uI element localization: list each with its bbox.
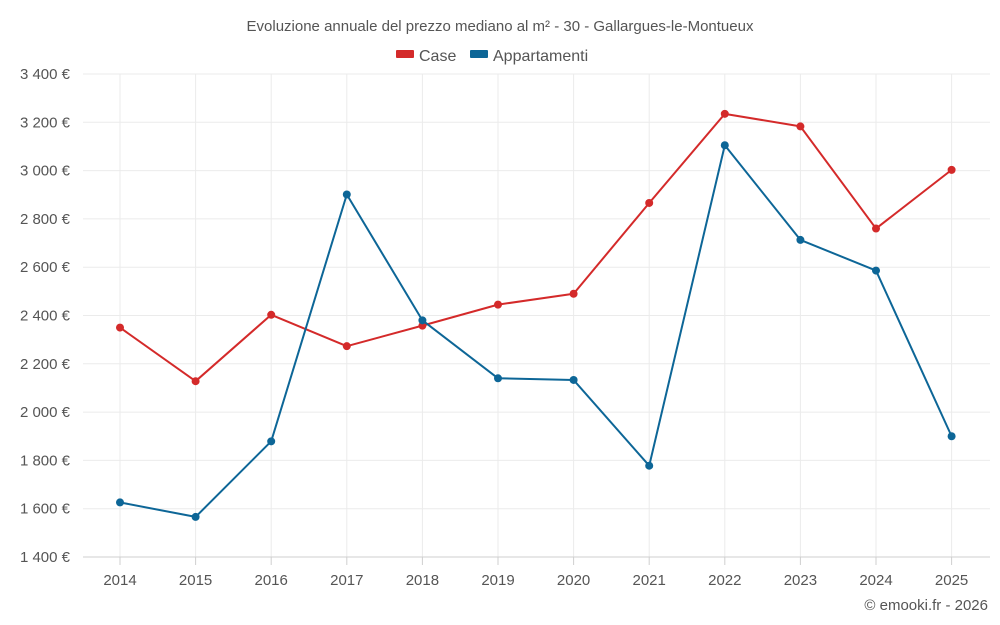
y-tick-label: 1 400 €	[20, 549, 71, 566]
x-tick-label: 2023	[784, 572, 817, 589]
x-tick-label: 2025	[935, 572, 968, 589]
series-line	[119, 112, 953, 383]
legend-label: Case	[419, 48, 456, 65]
series-appartamenti	[116, 141, 956, 521]
x-tick-label: 2016	[255, 572, 288, 589]
data-point[interactable]	[796, 122, 805, 131]
data-point[interactable]	[267, 437, 276, 446]
x-tick-label: 2014	[103, 572, 136, 589]
credit-text: © emooki.fr - 2026	[864, 597, 988, 614]
data-point[interactable]	[342, 342, 351, 351]
x-tick-label: 2020	[557, 572, 590, 589]
series-group	[116, 109, 956, 521]
data-point[interactable]	[720, 141, 729, 150]
x-tick-label: 2021	[633, 572, 666, 589]
data-point[interactable]	[267, 310, 276, 319]
x-tick-label: 2024	[859, 572, 892, 589]
y-tick-label: 3 200 €	[20, 114, 71, 131]
data-point[interactable]	[872, 266, 880, 275]
legend-item-appartamenti[interactable]: Appartamenti	[470, 48, 588, 65]
data-point[interactable]	[342, 190, 351, 199]
data-point[interactable]	[872, 224, 880, 233]
data-point[interactable]	[796, 235, 805, 244]
data-point[interactable]	[191, 512, 200, 521]
y-tick-label: 2 800 €	[20, 211, 71, 228]
data-point[interactable]	[947, 165, 956, 174]
x-tick-label: 2018	[406, 572, 439, 589]
data-point[interactable]	[645, 198, 654, 207]
data-point[interactable]	[116, 323, 124, 332]
y-tick-label: 2 400 €	[20, 308, 71, 325]
data-point[interactable]	[569, 289, 578, 298]
legend-item-case[interactable]: Case	[396, 48, 456, 65]
chart-title: Evoluzione annuale del prezzo mediano al…	[247, 18, 754, 35]
x-tick-label: 2019	[481, 572, 514, 589]
data-point[interactable]	[645, 461, 654, 470]
legend-label: Appartamenti	[493, 48, 588, 65]
data-point[interactable]	[947, 432, 956, 441]
series-line	[119, 144, 953, 518]
data-point[interactable]	[569, 375, 578, 384]
data-point[interactable]	[494, 300, 502, 309]
y-tick-label: 1 600 €	[20, 501, 71, 518]
y-tick-label: 2 200 €	[20, 356, 71, 373]
x-tick-label: 2022	[708, 572, 741, 589]
data-point[interactable]	[720, 109, 729, 118]
data-point[interactable]	[116, 498, 124, 507]
y-tick-label: 3 000 €	[20, 163, 71, 180]
data-point[interactable]	[418, 316, 427, 325]
y-tick-label: 2 000 €	[20, 404, 71, 421]
legend-swatch	[396, 50, 414, 58]
legend-swatch	[470, 50, 488, 58]
x-tick-label: 2015	[179, 572, 212, 589]
data-point[interactable]	[191, 377, 200, 386]
y-axis: 1 400 € 1 600 € 1 800 € 2 000 € 2 200 € 2 400…	[20, 66, 71, 566]
y-tick-label: 3 400 €	[20, 66, 71, 83]
y-tick-label: 1 800 €	[20, 452, 71, 469]
legend: Case Appartamenti	[396, 48, 588, 65]
grid-lines	[83, 73, 990, 558]
x-axis: 2014 2015 2016 2017 2018 2019 2020 2021 2022 2023…	[83, 556, 990, 589]
x-tick-label: 2017	[330, 572, 363, 589]
series-case	[116, 109, 956, 386]
y-tick-label: 2 600 €	[20, 259, 71, 276]
data-point[interactable]	[494, 374, 502, 383]
